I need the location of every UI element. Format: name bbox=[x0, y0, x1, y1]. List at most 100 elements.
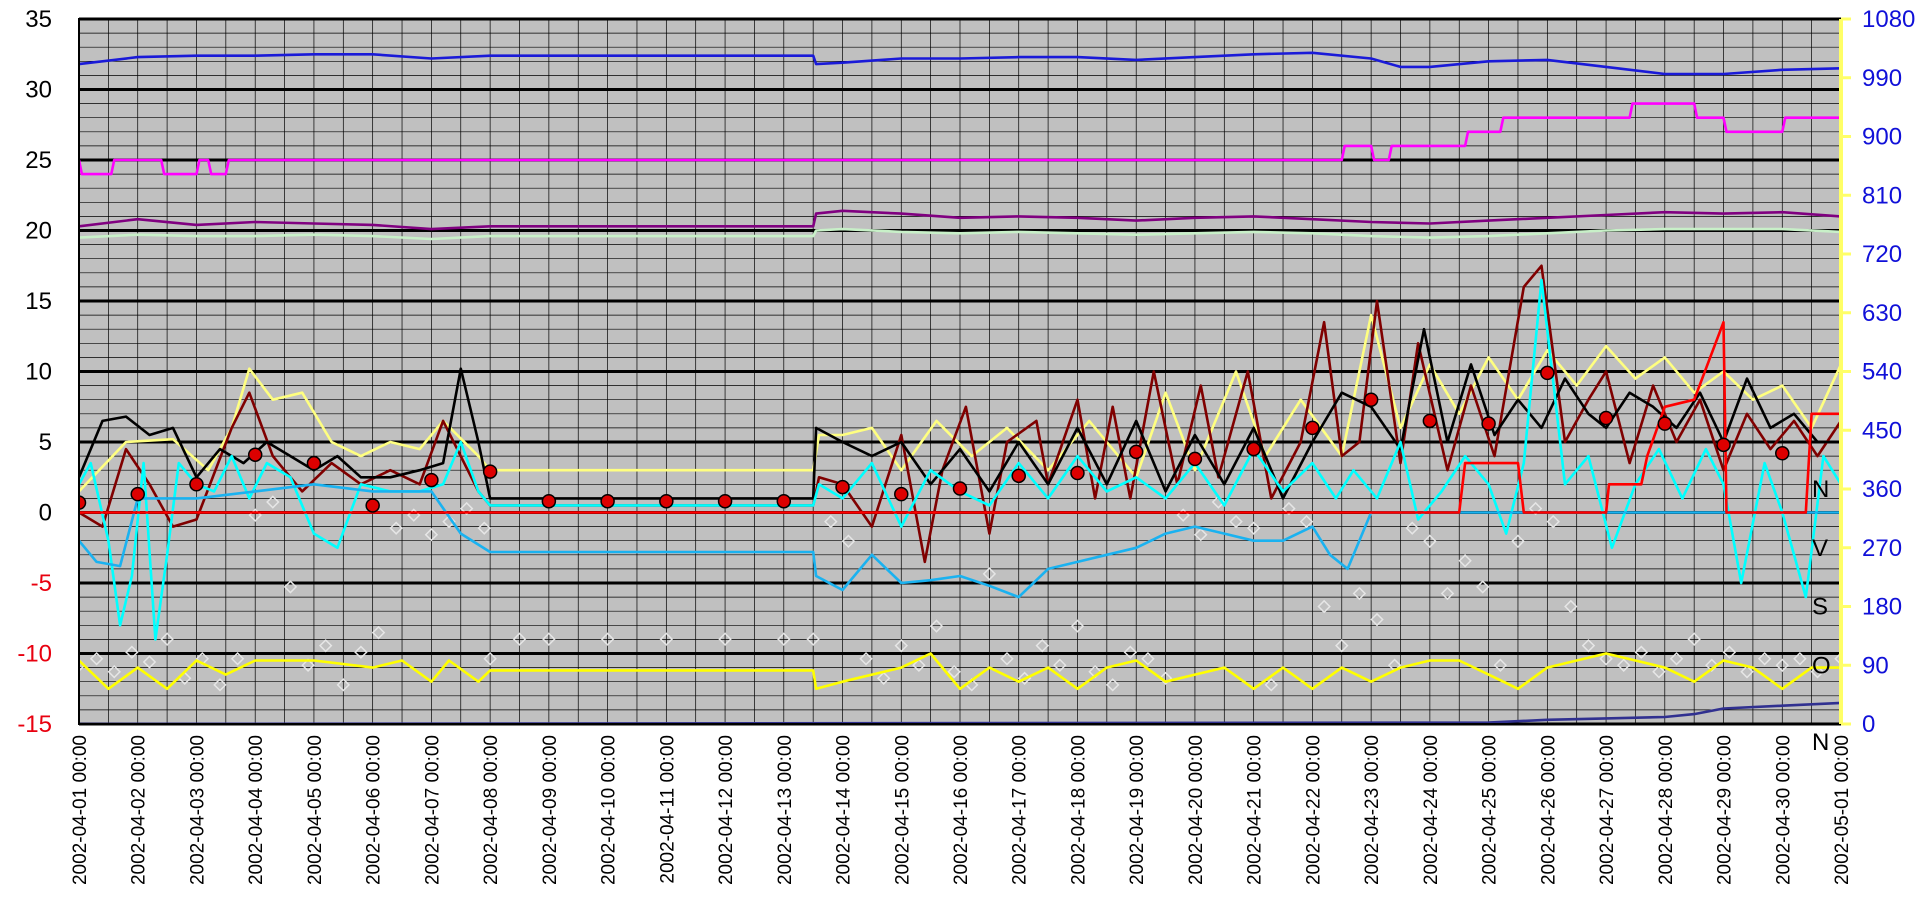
wind-direction-point bbox=[1722, 645, 1737, 659]
series-line-12 bbox=[79, 701, 1841, 724]
marker-point bbox=[1422, 413, 1438, 429]
x-tick-label: 2002-04-20 00:00 bbox=[1186, 735, 1207, 885]
left-axis: 35 30 25 20 15 10 5 0 -5 -10 -15 bbox=[17, 6, 52, 738]
series-line-3 bbox=[79, 209, 1841, 231]
wind-direction-point bbox=[512, 632, 527, 646]
x-tick-label: 2002-04-29 00:00 bbox=[1715, 735, 1736, 885]
x-tick-label: 2002-04-17 00:00 bbox=[1010, 735, 1031, 885]
wind-direction-label: V bbox=[1812, 535, 1828, 562]
wind-direction-point bbox=[824, 514, 838, 529]
right-tick-label: 270 bbox=[1862, 535, 1902, 562]
wind-direction-point bbox=[1141, 652, 1155, 666]
marker-point bbox=[1775, 446, 1790, 461]
wind-direction-point bbox=[894, 638, 908, 653]
wind-direction-point bbox=[1317, 599, 1331, 614]
wind-direction-point bbox=[230, 652, 245, 666]
x-tick-label: 2002-04-19 00:00 bbox=[1127, 735, 1148, 885]
marker-point bbox=[1246, 441, 1261, 457]
wind-direction-point bbox=[947, 665, 961, 679]
right-tick-label: 90 bbox=[1862, 652, 1889, 679]
marker-point bbox=[306, 455, 322, 471]
wind-direction-point bbox=[806, 632, 820, 646]
marker-point bbox=[365, 498, 380, 513]
right-tick-label: 0 bbox=[1862, 711, 1875, 738]
wind-direction-point bbox=[1546, 514, 1560, 529]
x-tick-label: 2002-04-15 00:00 bbox=[892, 735, 913, 885]
wind-direction-point bbox=[1035, 638, 1049, 653]
wind-direction-point bbox=[1493, 658, 1508, 672]
wind-direction-point bbox=[389, 521, 403, 535]
wind-direction-label: N bbox=[1812, 729, 1829, 756]
wind-direction-point bbox=[1070, 619, 1085, 633]
wind-direction-point bbox=[424, 527, 439, 542]
wind-direction-point bbox=[1194, 527, 1208, 542]
left-tick-label: 20 bbox=[25, 218, 52, 245]
wind-direction-point bbox=[283, 580, 298, 594]
marker-point bbox=[247, 447, 263, 462]
marker-point bbox=[600, 493, 615, 509]
series-layer bbox=[79, 51, 1841, 724]
wind-direction-point bbox=[912, 658, 926, 672]
left-tick-label: 25 bbox=[25, 147, 52, 174]
x-tick-label: 2002-04-26 00:00 bbox=[1538, 735, 1559, 885]
right-tick-label: 900 bbox=[1862, 124, 1902, 151]
left-tick-label: -10 bbox=[17, 641, 52, 668]
right-tick-label: 540 bbox=[1862, 359, 1902, 386]
right-tick-label: 1080 bbox=[1862, 6, 1915, 33]
right-tick-label: 450 bbox=[1862, 417, 1902, 444]
x-tick-label: 2002-04-02 00:00 bbox=[129, 735, 150, 885]
wind-direction-labels: N V S O N bbox=[1812, 476, 1831, 756]
x-tick-label: 2002-04-06 00:00 bbox=[364, 735, 385, 885]
x-tick-label: 2002-04-01 00:00 bbox=[70, 735, 91, 885]
x-axis: 2002-04-01 00:00 2002-04-02 00:00 2002-04-… bbox=[70, 735, 1853, 885]
left-tick-label: 15 bbox=[25, 288, 52, 315]
wind-direction-point bbox=[142, 655, 157, 669]
x-tick-label: 2002-04-10 00:00 bbox=[599, 735, 620, 885]
right-tick-label: 810 bbox=[1862, 182, 1902, 209]
x-tick-label: 2002-04-12 00:00 bbox=[716, 735, 737, 885]
wind-direction-point bbox=[1123, 645, 1138, 659]
x-tick-label: 2002-04-24 00:00 bbox=[1421, 735, 1442, 885]
x-tick-label: 2002-04-07 00:00 bbox=[422, 735, 443, 885]
marker-point bbox=[894, 486, 909, 502]
marker-point bbox=[541, 493, 557, 509]
x-tick-label: 2002-04-16 00:00 bbox=[951, 735, 972, 885]
wind-direction-point bbox=[477, 521, 491, 535]
wind-direction-point bbox=[213, 678, 227, 692]
right-tick-label: 990 bbox=[1862, 65, 1902, 92]
series-line-5 bbox=[79, 313, 1841, 493]
x-tick-label: 2002-04-14 00:00 bbox=[834, 735, 855, 885]
wind-direction-point bbox=[1264, 678, 1279, 692]
marker-point bbox=[1657, 416, 1673, 431]
x-tick-label: 2002-04-09 00:00 bbox=[540, 735, 561, 885]
marker-point bbox=[482, 464, 498, 479]
marker-point bbox=[1187, 451, 1203, 467]
wind-direction-point bbox=[1810, 665, 1825, 679]
wind-direction-point bbox=[982, 567, 997, 581]
marker-point bbox=[1128, 444, 1144, 460]
marker-point bbox=[717, 493, 733, 509]
right-tick-label: 360 bbox=[1862, 476, 1902, 503]
marker-point bbox=[130, 486, 145, 502]
wind-direction-point bbox=[1775, 658, 1789, 672]
marker-points bbox=[79, 365, 1790, 513]
wind-direction-point bbox=[718, 632, 732, 646]
wind-direction-point bbox=[1834, 652, 1841, 666]
wind-direction-point bbox=[1634, 645, 1649, 659]
wind-direction-point bbox=[1370, 612, 1384, 627]
wind-direction-point bbox=[929, 619, 944, 633]
marker-point bbox=[79, 495, 87, 510]
x-tick-label: 2002-04-03 00:00 bbox=[187, 735, 208, 885]
marker-point bbox=[1716, 437, 1731, 453]
wind-direction-point bbox=[1476, 580, 1490, 594]
wind-direction-point bbox=[107, 665, 121, 679]
wind-direction-point bbox=[1616, 658, 1631, 672]
wind-direction-point bbox=[1423, 534, 1437, 548]
marker-point bbox=[1598, 410, 1614, 426]
wind-direction-point bbox=[1793, 652, 1807, 666]
x-tick-label: 2002-04-04 00:00 bbox=[246, 735, 267, 885]
series-line-9 bbox=[79, 483, 1841, 599]
marker-point bbox=[424, 472, 439, 488]
left-tick-label: -5 bbox=[31, 570, 52, 597]
wind-direction-point bbox=[301, 658, 315, 672]
